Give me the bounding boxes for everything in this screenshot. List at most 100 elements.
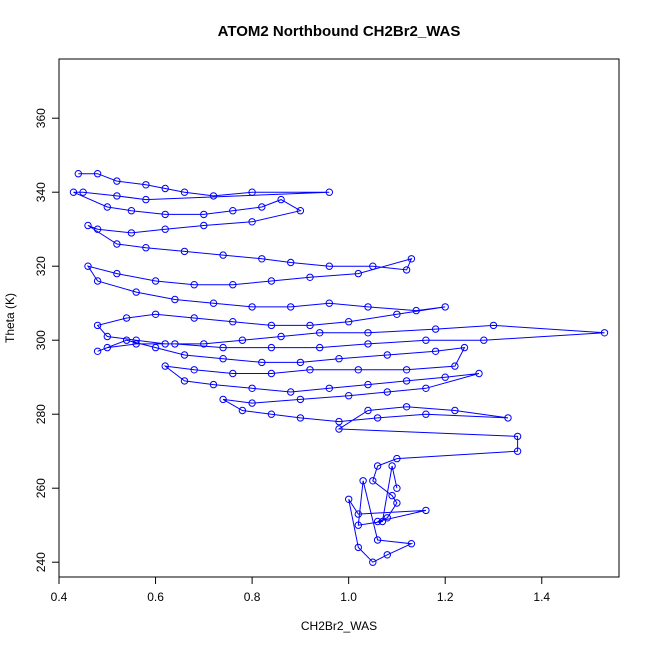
series-layer xyxy=(69,170,609,566)
data-point xyxy=(422,410,430,418)
data-point xyxy=(296,207,305,215)
data-point xyxy=(306,273,314,281)
data-point xyxy=(431,325,440,333)
data-point xyxy=(407,255,416,263)
data-point xyxy=(161,210,169,219)
data-point xyxy=(383,551,391,559)
x-tick-label: 1.2 xyxy=(437,590,454,604)
data-point xyxy=(402,403,411,411)
data-point xyxy=(383,388,391,396)
data-point xyxy=(267,369,276,378)
data-point xyxy=(229,369,237,378)
data-point xyxy=(127,229,136,237)
data-point xyxy=(161,184,169,193)
data-point xyxy=(93,277,102,285)
data-point xyxy=(267,277,276,285)
data-point xyxy=(248,218,256,226)
data-point xyxy=(373,536,382,544)
data-point xyxy=(422,336,430,344)
data-point xyxy=(364,303,372,311)
data-point xyxy=(504,414,512,422)
data-point xyxy=(296,358,305,367)
data-point xyxy=(267,343,276,352)
y-tick-label: 280 xyxy=(34,404,48,424)
data-point xyxy=(113,177,121,185)
data-point xyxy=(306,366,314,374)
data-point xyxy=(180,247,189,256)
data-point xyxy=(113,192,121,200)
data-point xyxy=(475,369,483,378)
data-point xyxy=(190,281,198,289)
data-point xyxy=(383,351,391,359)
data-point xyxy=(93,321,102,330)
data-point xyxy=(287,258,295,267)
data-point xyxy=(335,355,343,363)
y-tick-label: 260 xyxy=(34,478,48,498)
data-point xyxy=(238,336,247,344)
x-tick-label: 1.4 xyxy=(533,590,550,604)
data-point xyxy=(84,262,92,270)
data-point xyxy=(345,392,353,400)
data-point xyxy=(219,251,227,259)
data-point xyxy=(238,406,247,415)
data-point xyxy=(422,506,430,515)
data-point xyxy=(277,195,285,204)
data-point xyxy=(393,499,401,507)
data-point xyxy=(219,355,227,363)
data-point xyxy=(277,332,285,341)
data-point xyxy=(84,221,92,230)
data-point xyxy=(378,517,387,526)
data-point xyxy=(229,207,237,215)
data-point xyxy=(441,373,449,381)
data-point xyxy=(354,366,362,374)
series-line xyxy=(73,173,605,563)
data-point xyxy=(369,477,377,485)
data-point xyxy=(369,262,377,270)
data-point xyxy=(369,558,377,566)
data-point xyxy=(296,414,305,422)
data-point xyxy=(287,303,295,311)
data-point xyxy=(93,170,102,178)
data-point xyxy=(373,462,382,470)
data-point xyxy=(200,340,208,348)
x-tick-label: 1.0 xyxy=(340,590,357,604)
data-point xyxy=(364,329,372,337)
data-point xyxy=(79,188,87,196)
data-point xyxy=(74,170,83,178)
data-point xyxy=(335,425,343,433)
data-point xyxy=(127,207,136,215)
data-point xyxy=(171,340,179,348)
data-point xyxy=(248,188,256,196)
data-point xyxy=(402,366,411,374)
data-point xyxy=(151,277,160,285)
data-point xyxy=(489,321,498,330)
data-point xyxy=(325,262,333,270)
data-point xyxy=(151,343,160,352)
y-tick-label: 360 xyxy=(34,108,48,128)
data-point xyxy=(373,517,382,526)
x-tick-label: 0.4 xyxy=(51,590,68,604)
data-point xyxy=(296,395,305,404)
data-point xyxy=(364,406,372,415)
data-point xyxy=(393,454,401,463)
data-point xyxy=(248,303,256,311)
data-point xyxy=(600,329,609,337)
data-point xyxy=(388,491,396,500)
y-tick-label: 300 xyxy=(34,330,48,350)
data-point xyxy=(373,414,382,422)
plot-frame xyxy=(58,58,620,578)
data-point xyxy=(345,318,353,326)
data-point xyxy=(393,484,401,492)
data-point xyxy=(480,336,488,344)
data-point xyxy=(354,543,362,552)
data-point xyxy=(422,384,430,392)
data-point xyxy=(142,244,150,252)
data-point xyxy=(142,181,150,189)
y-tick-label: 340 xyxy=(34,182,48,202)
data-point xyxy=(93,225,102,233)
data-point xyxy=(325,384,333,392)
data-point xyxy=(103,203,112,211)
data-point xyxy=(248,384,256,392)
data-point xyxy=(306,321,314,330)
